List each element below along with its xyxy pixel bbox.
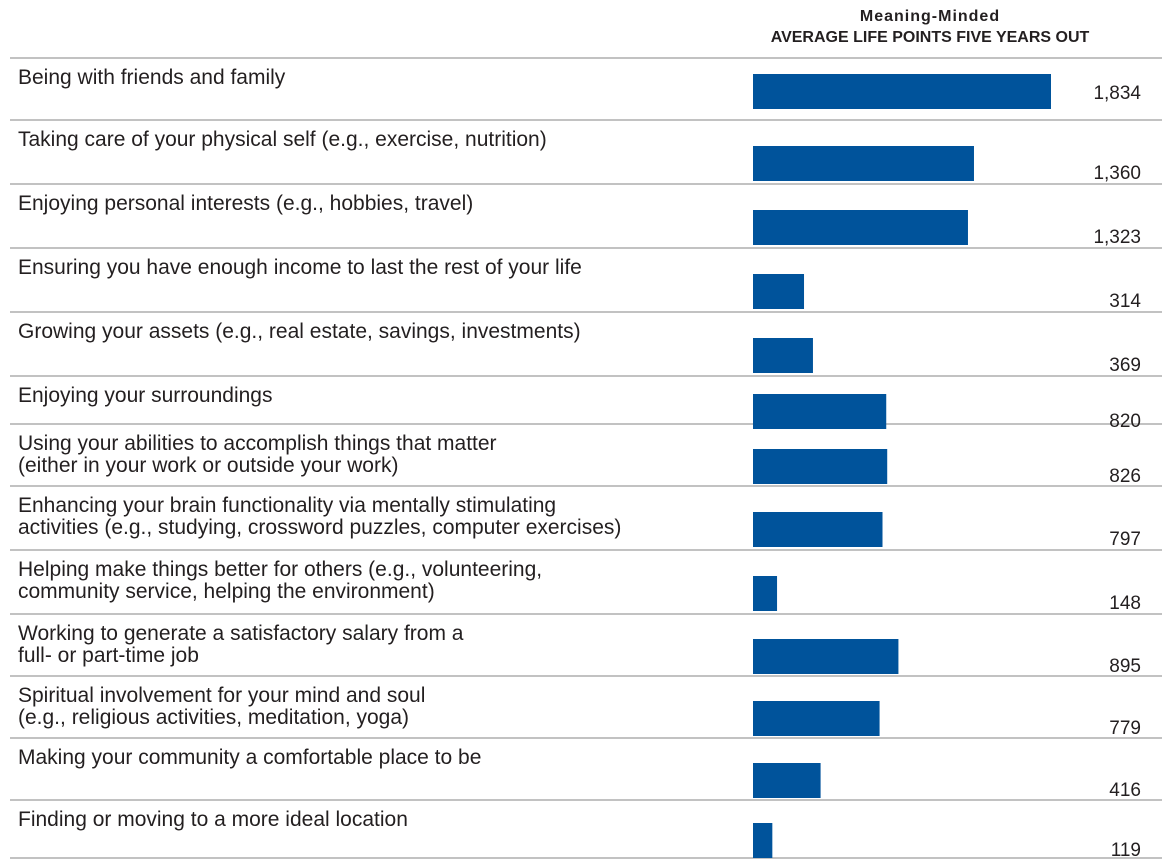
category-label: activities (e.g., studying, crossword pu… <box>18 516 621 539</box>
bar <box>753 74 1051 109</box>
category-label: Using your abilities to accomplish thing… <box>18 432 497 455</box>
category-label: community service, helping the environme… <box>18 580 435 603</box>
value-label: 895 <box>1109 656 1141 677</box>
bar <box>753 639 899 674</box>
category-label: (e.g., religious activities, meditation,… <box>18 706 409 729</box>
value-label: 820 <box>1109 411 1141 432</box>
chart-header: Meaning-Minded AVERAGE LIFE POINTS FIVE … <box>700 6 1160 48</box>
category-label: Ensuring you have enough income to last … <box>18 256 582 279</box>
bar <box>753 449 888 484</box>
bar <box>753 823 773 858</box>
value-label: 314 <box>1109 291 1141 312</box>
bar <box>753 274 805 309</box>
bar <box>753 576 778 611</box>
category-label: Enhancing your brain functionality via m… <box>18 494 556 517</box>
category-label: Making your community a comfortable plac… <box>18 746 481 769</box>
bar <box>753 338 813 373</box>
value-label: 826 <box>1109 466 1141 487</box>
chart-title: Meaning-Minded <box>859 8 1001 25</box>
category-label: Finding or moving to a more ideal locati… <box>18 808 408 831</box>
value-label: 779 <box>1109 718 1141 739</box>
category-label: Enjoying your surroundings <box>18 384 272 407</box>
bar <box>753 146 974 181</box>
bar <box>753 394 887 429</box>
category-label: Taking care of your physical self (e.g.,… <box>18 128 547 151</box>
bar <box>753 210 968 245</box>
chart-subtitle: AVERAGE LIFE POINTS FIVE YEARS OUT <box>770 29 1090 46</box>
value-label: 1,323 <box>1093 227 1141 248</box>
value-label: 416 <box>1109 780 1141 801</box>
category-label: Helping make things better for others (e… <box>18 558 542 581</box>
category-label: full- or part-time job <box>18 644 199 667</box>
value-label: 119 <box>1111 840 1141 861</box>
category-label: (either in your work or outside your wor… <box>18 454 398 477</box>
bar <box>753 512 883 547</box>
category-label: Being with friends and family <box>18 66 286 89</box>
value-label: 369 <box>1109 355 1141 376</box>
category-label: Spiritual involvement for your mind and … <box>18 684 425 707</box>
bar <box>753 763 821 798</box>
category-label: Working to generate a satisfactory salar… <box>18 622 464 645</box>
value-label: 1,834 <box>1093 83 1141 104</box>
value-label: 148 <box>1109 593 1141 614</box>
value-label: 797 <box>1109 529 1141 550</box>
category-label: Enjoying personal interests (e.g., hobbi… <box>18 192 473 215</box>
value-label: 1,360 <box>1093 163 1141 184</box>
category-label: Growing your assets (e.g., real estate, … <box>18 320 581 343</box>
bar <box>753 701 880 736</box>
